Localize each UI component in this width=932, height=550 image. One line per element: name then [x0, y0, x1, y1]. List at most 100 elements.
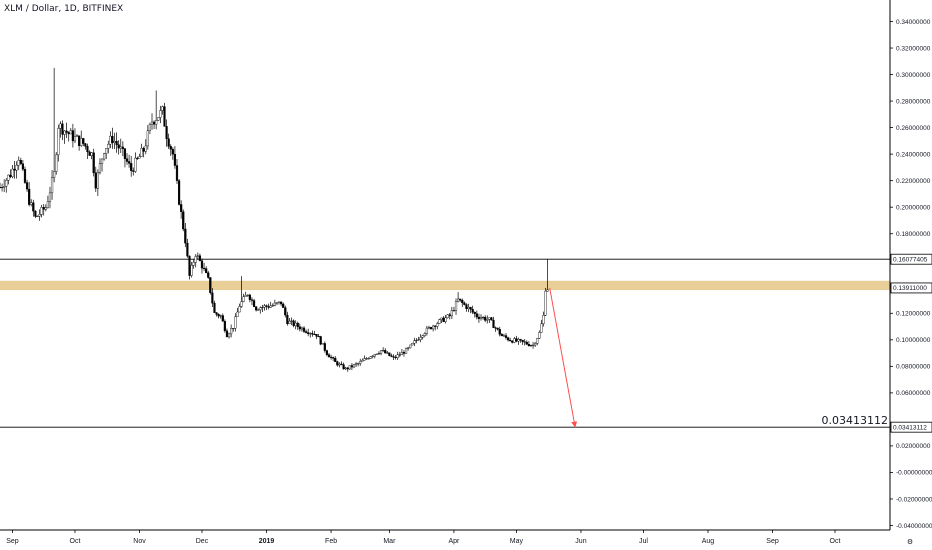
- candle-body: [115, 141, 118, 145]
- candle: [450, 306, 453, 319]
- candle: [434, 325, 437, 331]
- candle: [255, 306, 258, 312]
- candle-body: [167, 138, 170, 147]
- candle-body: [3, 186, 6, 188]
- candle: [202, 262, 206, 272]
- candle: [477, 313, 481, 323]
- candle: [17, 156, 20, 171]
- settings-gear-icon[interactable]: ⚙: [907, 538, 913, 546]
- candle: [205, 266, 208, 274]
- candle: [13, 161, 16, 179]
- candle-body: [180, 204, 183, 212]
- candle: [96, 169, 99, 197]
- candle-body: [161, 106, 164, 111]
- candle: [284, 305, 287, 318]
- candle-body: [44, 207, 47, 210]
- candle: [463, 301, 466, 306]
- candle: [454, 298, 458, 315]
- candle-body: [123, 148, 127, 159]
- candle-body: [488, 317, 491, 320]
- candle: [369, 356, 372, 359]
- candle: [506, 336, 510, 342]
- candle: [30, 199, 33, 207]
- candle: [465, 303, 468, 312]
- candle-body: [94, 172, 97, 189]
- candle: [128, 154, 131, 168]
- candle-body: [334, 358, 337, 362]
- x-tick-label: Oct: [70, 538, 81, 545]
- candle-body: [257, 309, 260, 311]
- candle: [177, 178, 181, 206]
- candle: [246, 294, 249, 297]
- candle-body: [86, 146, 89, 153]
- projection-arrow[interactable]: [549, 287, 578, 428]
- candle: [211, 288, 214, 308]
- candle-body: [432, 325, 435, 330]
- candle: [377, 351, 381, 356]
- candle: [519, 338, 522, 343]
- candle: [67, 131, 70, 142]
- candle: [225, 328, 229, 338]
- candle: [73, 128, 77, 144]
- candle: [325, 349, 329, 357]
- candle-body: [215, 312, 218, 315]
- candle: [415, 338, 418, 344]
- candle-body: [486, 319, 489, 321]
- candle: [442, 316, 445, 323]
- candle: [82, 137, 85, 147]
- candle-body: [196, 255, 199, 257]
- candle-body: [65, 130, 68, 133]
- candle: [69, 128, 72, 135]
- candle-body: [363, 358, 366, 361]
- candle-body: [119, 146, 122, 149]
- candle: [546, 259, 549, 292]
- candle: [427, 325, 431, 330]
- candle-body: [7, 174, 10, 181]
- candle-body: [11, 168, 14, 177]
- candle-body: [407, 347, 410, 349]
- candle: [315, 334, 318, 340]
- candle: [513, 336, 516, 344]
- candle-body: [234, 316, 237, 329]
- candle: [536, 337, 539, 346]
- candle-body: [30, 202, 33, 205]
- candle: [340, 361, 343, 366]
- candle: [436, 321, 439, 330]
- x-tick-label: Nov: [133, 538, 146, 545]
- candle: [265, 304, 268, 311]
- candle-body: [325, 350, 329, 355]
- candle: [321, 343, 324, 345]
- candle-body: [481, 317, 485, 319]
- candle-body: [317, 336, 320, 338]
- candle-body: [50, 177, 54, 194]
- candle-body: [315, 334, 318, 337]
- candle: [469, 306, 472, 314]
- price-tag-current-box: [890, 282, 932, 294]
- candle-body: [117, 144, 120, 149]
- candle: [309, 332, 312, 338]
- candle: [471, 305, 474, 315]
- candle: [23, 166, 27, 184]
- candle: [277, 301, 281, 305]
- candle: [313, 330, 316, 335]
- candle-body: [511, 340, 514, 343]
- candle-body: [198, 255, 202, 261]
- candle: [452, 306, 456, 312]
- candle: [28, 182, 31, 207]
- candle: [511, 340, 514, 344]
- candle-body: [182, 211, 185, 230]
- candle: [388, 352, 391, 357]
- candle: [163, 102, 166, 127]
- candle-body: [494, 327, 497, 329]
- candle-body: [509, 339, 512, 342]
- y-tick-label: 0.10000000: [896, 337, 931, 344]
- candle: [338, 362, 341, 368]
- candle: [411, 342, 414, 346]
- candle-body: [250, 299, 254, 301]
- candle: [19, 157, 22, 166]
- y-tick-label: -0.02000000: [896, 496, 932, 503]
- candle-body: [92, 152, 95, 174]
- candle: [323, 341, 326, 353]
- y-tick-label: 0.18000000: [896, 231, 931, 238]
